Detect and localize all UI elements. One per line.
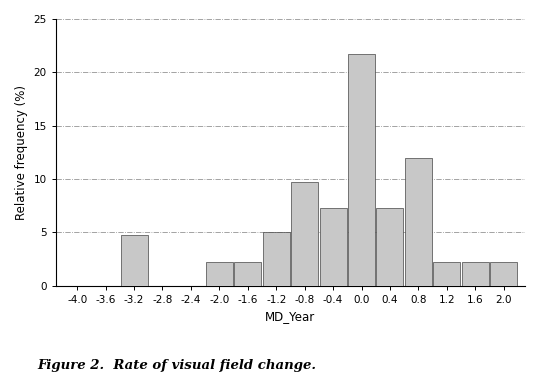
X-axis label: MD_Year: MD_Year (265, 311, 315, 323)
Bar (320, 208, 347, 286)
Bar (120, 235, 147, 286)
Bar (490, 262, 517, 286)
Bar (234, 262, 261, 286)
Bar (433, 262, 460, 286)
Bar (405, 158, 432, 286)
Bar (376, 208, 403, 286)
Bar (291, 182, 318, 286)
Bar (206, 262, 233, 286)
Bar (348, 54, 375, 286)
Bar (262, 232, 289, 286)
Text: Figure 2.  Rate of visual field change.: Figure 2. Rate of visual field change. (38, 359, 317, 372)
Bar (462, 262, 489, 286)
Y-axis label: Relative frequency (%): Relative frequency (%) (15, 85, 28, 220)
